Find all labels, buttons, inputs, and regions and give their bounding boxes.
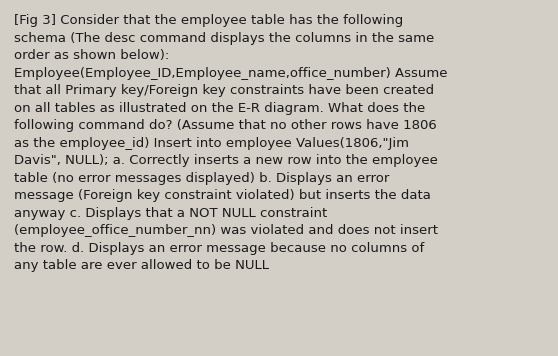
Text: [Fig 3] Consider that the employee table has the following
schema (The desc comm: [Fig 3] Consider that the employee table… [14, 14, 448, 272]
